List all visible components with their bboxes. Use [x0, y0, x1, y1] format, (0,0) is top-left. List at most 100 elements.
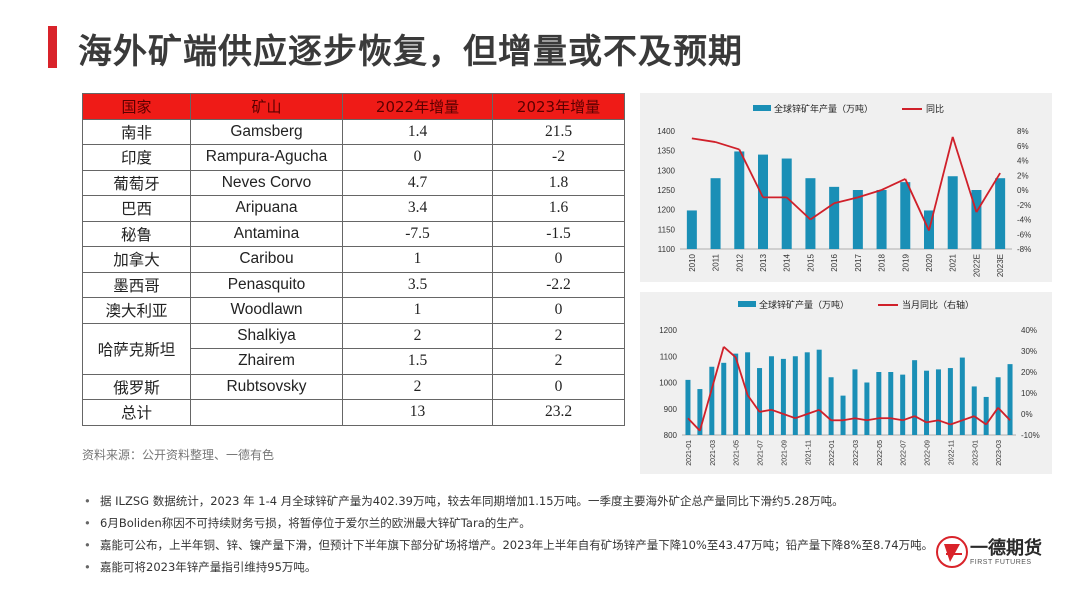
- bar: [710, 178, 721, 249]
- bar: [924, 370, 930, 435]
- cell-2023: 1.6: [492, 195, 625, 222]
- cell-2023: -2.2: [492, 271, 625, 298]
- x-tick-label: 2021-01: [686, 440, 693, 466]
- y2-tick-label: 0%: [1017, 186, 1029, 195]
- x-tick-label: 2022-09: [925, 440, 932, 466]
- yoy-line-segment: [687, 417, 701, 432]
- x-tick-label: 2018: [878, 253, 887, 271]
- x-tick-label: 2013: [759, 253, 768, 271]
- yoy-line-segment: [975, 172, 1001, 213]
- y2-tick-label: 8%: [1017, 127, 1029, 136]
- table-row: 哈萨克斯坦 Shalkiya 2 2: [82, 322, 625, 375]
- note-text: 6月Boliden称因不可持续财务亏损，将暂停位于爱尔兰的欧洲最大锌矿Tara的…: [100, 516, 531, 530]
- cell-2022: 1: [342, 297, 493, 324]
- bar: [864, 382, 870, 435]
- x-tick-label: 2021-09: [781, 440, 788, 466]
- bar: [829, 186, 840, 249]
- yoy-line-segment: [806, 408, 820, 415]
- cell-mine: Gamsberg: [190, 118, 343, 145]
- yoy-line-segment: [691, 137, 716, 143]
- y2-tick-label: 2%: [1017, 171, 1029, 180]
- cell-country: 澳大利亚: [82, 297, 191, 324]
- cell-2022: 0: [342, 144, 493, 171]
- header-mine: 矿山: [190, 93, 343, 120]
- y-tick-label: 800: [664, 431, 678, 440]
- cell-country: 总计: [82, 399, 191, 426]
- cell-mine: Caribou: [190, 246, 343, 273]
- bar: [971, 386, 977, 435]
- monthly-zinc-production-chart: 800 900 1000 1100 1200 -10% 0% 10% 20% 30% 40% 2021…: [640, 292, 1052, 474]
- x-tick-label: 2021-07: [758, 440, 765, 466]
- yoy-line-segment: [938, 419, 951, 426]
- cell-2023: 21.5: [492, 118, 625, 145]
- x-tick-label: 2022-03: [853, 440, 860, 466]
- yoy-line-segment: [715, 141, 740, 151]
- cell-mine: Woodlawn: [190, 297, 343, 324]
- y2-tick-label: -8%: [1017, 245, 1031, 254]
- x-tick-label: 2022-11: [948, 440, 955, 465]
- page-title: 海外矿端供应逐步恢复，但增量或不及预期: [78, 32, 743, 72]
- legend-bar-swatch: [738, 301, 756, 307]
- cell-mine: Aripuana: [190, 195, 343, 222]
- bar: [816, 349, 822, 435]
- header-2022: 2022年增量: [342, 93, 493, 120]
- note-item: • 据 ILZSG 数据统计，2023 年 1-4 月全球锌矿产量为402.39万…: [84, 490, 934, 512]
- table-row: 墨西哥 Penasquito 3.5 -2.2: [82, 271, 625, 298]
- x-tick-label: 2022-05: [877, 440, 884, 466]
- bar: [852, 190, 863, 249]
- yoy-line-segment: [842, 417, 856, 422]
- yoy-line-segment: [951, 136, 978, 213]
- y2-tick-label: 30%: [1021, 347, 1037, 356]
- y-tick-label: 1350: [657, 147, 675, 156]
- bar: [935, 369, 941, 435]
- cell-country: 印度: [82, 144, 191, 171]
- yoy-line-segment: [786, 196, 812, 221]
- yoy-line-segment: [759, 408, 772, 413]
- bar: [721, 362, 727, 435]
- bar: [828, 377, 834, 435]
- yoy-line-segment: [914, 415, 927, 424]
- bar: [709, 366, 715, 435]
- table-row: 巴西 Aripuana 3.4 1.6: [82, 195, 625, 222]
- bar: [758, 154, 768, 249]
- x-tick-label: 2022E: [972, 254, 981, 277]
- note-text: 嘉能可公布，上半年铜、锌、镍产量下滑，但预计下半年旗下部分矿场将增产。2023年…: [100, 538, 934, 552]
- bar: [804, 352, 810, 435]
- x-tick-label: 2017: [854, 253, 863, 271]
- yoy-line-segment: [881, 178, 906, 191]
- x-tick-label: 2023-03: [996, 440, 1003, 466]
- cell-2022: 4.7: [342, 169, 493, 196]
- legend-line-label: 同比: [926, 103, 944, 115]
- yoy-line-segment: [973, 415, 987, 426]
- bar: [900, 182, 911, 249]
- bar: [686, 210, 697, 249]
- cell-mine: Rubtsovsky: [190, 373, 343, 400]
- y-tick-label: 1300: [657, 166, 675, 175]
- bar: [685, 379, 691, 435]
- title-accent-bar: [48, 26, 57, 68]
- yoy-line-segment: [746, 394, 761, 413]
- header-country: 国家: [82, 93, 191, 120]
- legend-bar-label: 全球锌矿产量（万吨）: [759, 299, 849, 311]
- bar: [971, 190, 982, 249]
- cell-2022: 2: [342, 373, 493, 400]
- zinc-mine-increment-table: 国家 矿山 2022年增量 2023年增量 南非 Gamsberg 1.4 21…: [82, 93, 625, 426]
- bar: [780, 358, 786, 435]
- y2-tick-label: -6%: [1017, 230, 1031, 239]
- note-item: • 6月Boliden称因不可持续财务亏损，将暂停位于爱尔兰的欧洲最大锌矿Tara…: [84, 512, 934, 534]
- bar: [697, 389, 703, 435]
- table-row: 南非 Gamsberg 1.4 21.5: [82, 118, 625, 145]
- yoy-line-segment: [950, 419, 963, 426]
- legend-bar-swatch: [753, 105, 771, 111]
- yoy-line-segment: [902, 415, 915, 422]
- x-tick-label: 2012: [735, 253, 744, 271]
- bullet-icon: •: [84, 494, 91, 508]
- cell-country: 墨西哥: [82, 271, 191, 298]
- header-2023: 2023年增量: [492, 93, 625, 120]
- annual-zinc-production-chart: 1100 1150 1200 1250 1300 1350 1400 -8% -6% -4% -2%…: [640, 93, 1052, 282]
- table-row: 秘鲁 Antamina -7.5 -1.5: [82, 220, 625, 247]
- y-tick-label: 1100: [660, 352, 678, 361]
- bar: [876, 372, 882, 435]
- y-tick-label: 1100: [658, 245, 676, 254]
- cell-country: 秘鲁: [82, 220, 191, 247]
